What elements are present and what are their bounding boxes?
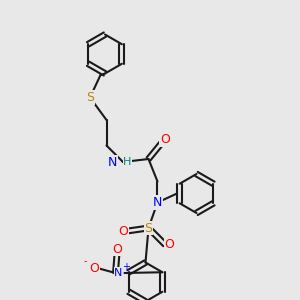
Text: -: - (84, 256, 87, 266)
Text: N: N (108, 155, 117, 169)
Text: O: O (112, 242, 122, 256)
Text: O: O (160, 133, 170, 146)
Text: O: O (118, 224, 128, 238)
Text: +: + (122, 262, 130, 272)
Text: N: N (114, 268, 123, 278)
Text: S: S (86, 91, 94, 104)
Text: O: O (165, 238, 174, 251)
Text: O: O (90, 262, 99, 275)
Text: H: H (123, 157, 132, 167)
Text: N: N (153, 196, 162, 209)
Text: S: S (145, 221, 152, 235)
